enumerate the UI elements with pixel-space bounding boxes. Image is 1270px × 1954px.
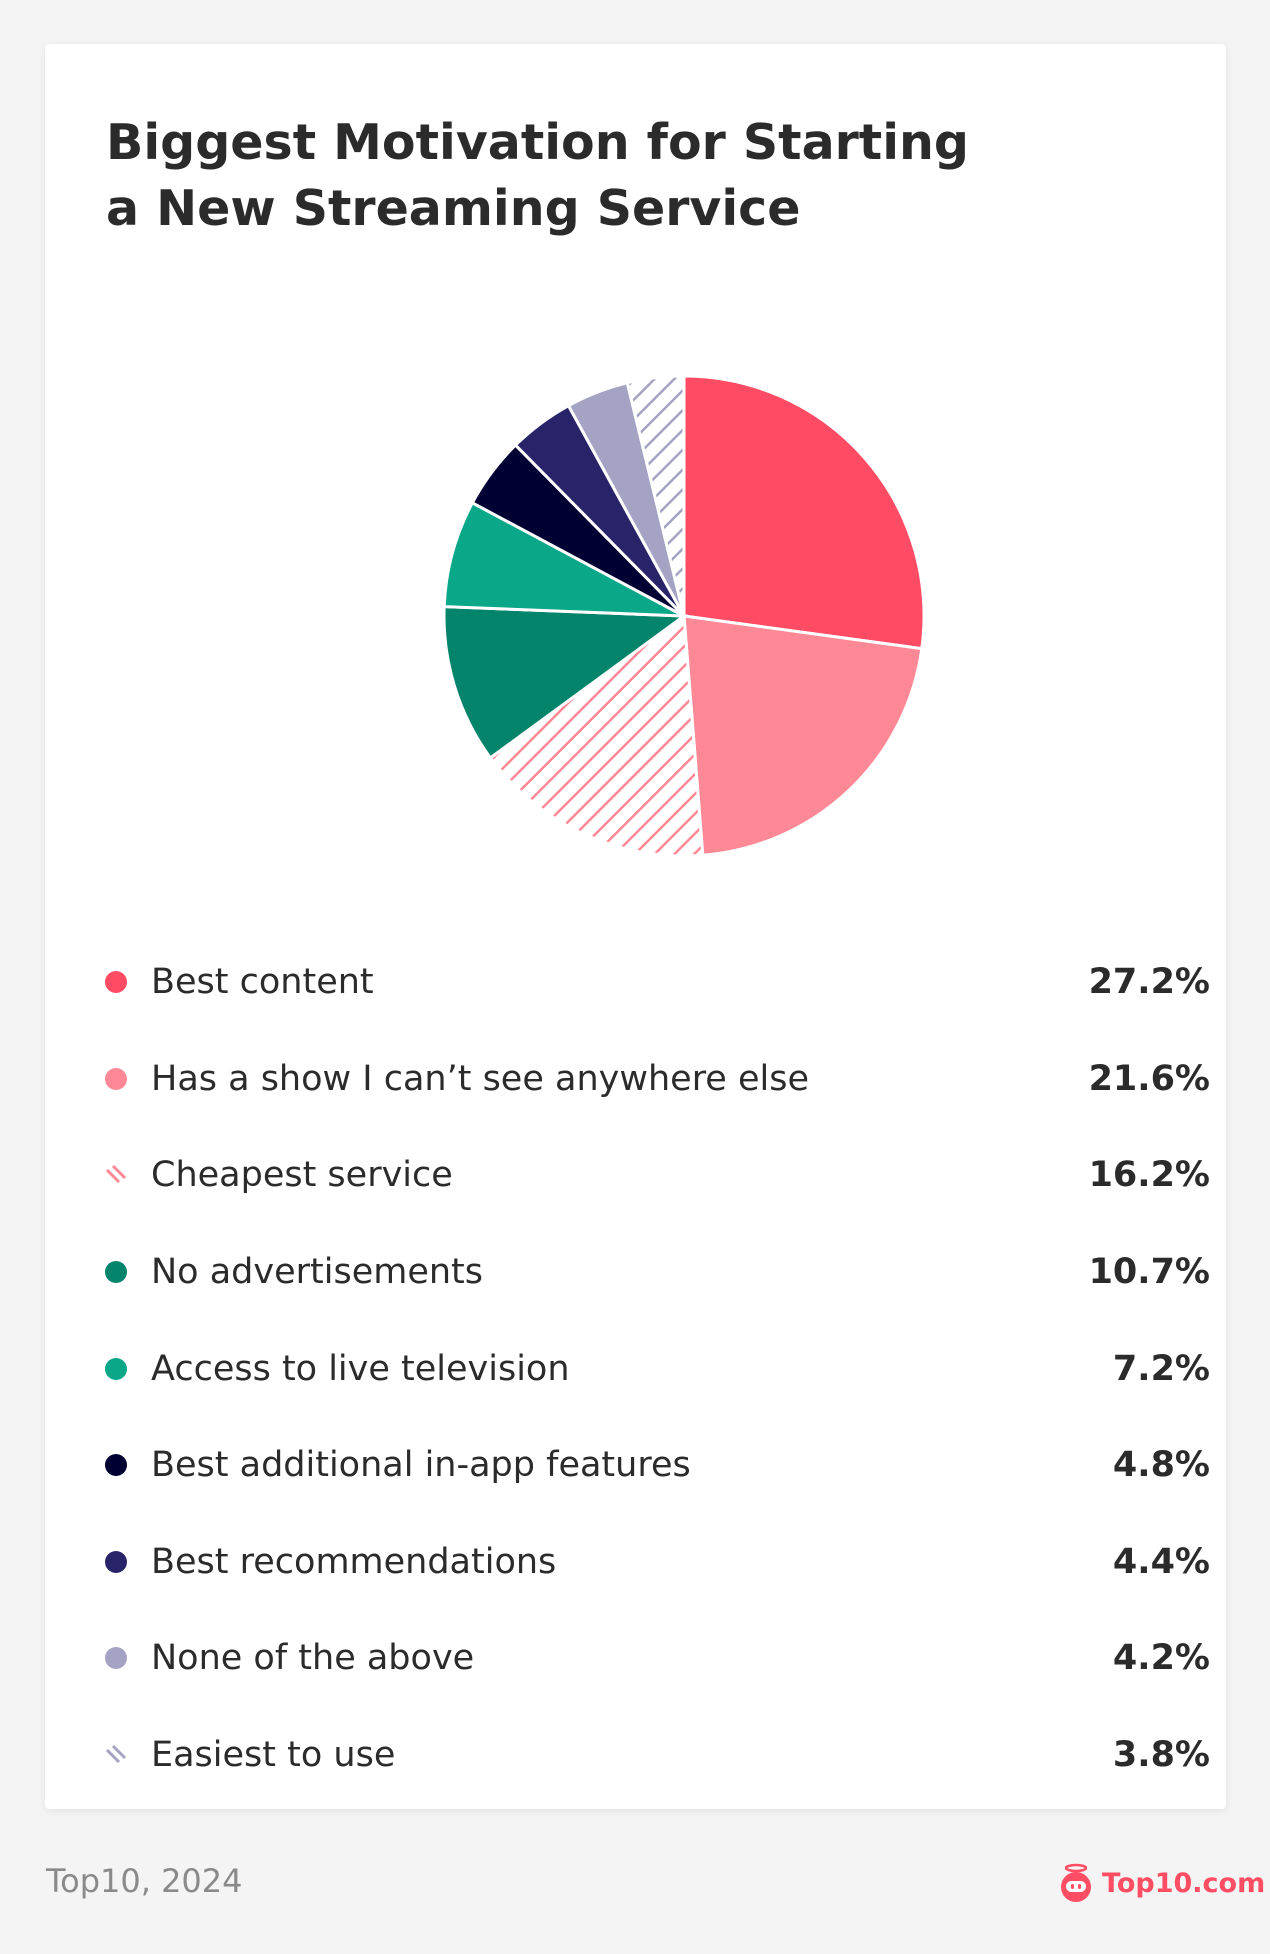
legend-item: None of the above 4.2% (105, 1610, 1210, 1707)
legend-item: Easiest to use 3.8% (105, 1707, 1210, 1804)
legend-value: 21.6% (1088, 1058, 1210, 1099)
color-dot-icon (105, 1357, 127, 1380)
chart-title: Biggest Motivation for Starting a New St… (106, 114, 969, 237)
legend: Best content 27.2% Has a show I can’t see … (105, 934, 1210, 1803)
legend-value: 4.4% (1112, 1541, 1210, 1582)
color-dot-icon (105, 1067, 127, 1090)
hatch-swatch-icon (105, 1165, 127, 1184)
pie-slice-0 (682, 374, 926, 651)
pie-chart (442, 374, 926, 858)
color-dot-icon (105, 1550, 127, 1573)
source-note: Top10, 2024 (46, 1862, 243, 1900)
legend-label: No advertisements (151, 1252, 484, 1293)
top10-logo[interactable]: Top10.com (1058, 1863, 1265, 1903)
legend-value: 27.2% (1088, 962, 1210, 1003)
color-dot-icon (105, 1647, 127, 1670)
color-dot-icon (105, 971, 127, 994)
legend-item: Best recommendations 4.4% (105, 1514, 1210, 1611)
pie-slice-2 (488, 613, 705, 858)
pie-slice-1 (682, 614, 924, 857)
legend-item: Access to live television 7.2% (105, 1320, 1210, 1417)
pie-slice-4 (442, 500, 685, 618)
legend-label: Best recommendations (151, 1541, 557, 1582)
legend-label: Access to live television (151, 1348, 570, 1389)
legend-label: None of the above (151, 1638, 475, 1679)
legend-item: Has a show I can’t see anywhere else 21.6… (105, 1031, 1210, 1128)
hatch-swatch-icon (105, 1744, 127, 1764)
robot-logo-icon (1061, 1863, 1091, 1902)
legend-label: Easiest to use (151, 1735, 396, 1776)
legend-value: 4.8% (1112, 1445, 1210, 1486)
pie-slice-8 (625, 374, 686, 617)
legend-label: Best content (151, 962, 374, 1003)
legend-item: Best additional in-app features 4.8% (105, 1417, 1210, 1514)
pie-slice-3 (442, 605, 689, 760)
legend-label: Cheapest service (151, 1155, 453, 1196)
legend-label: Has a show I can’t see anywhere else (151, 1058, 809, 1099)
legend-value: 7.2% (1112, 1348, 1210, 1389)
legend-item: Best content 27.2% (105, 934, 1210, 1031)
legend-value: 16.2% (1088, 1155, 1210, 1196)
chart-card: Biggest Motivation for Starting a New St… (45, 44, 1226, 1809)
legend-item: No advertisements 10.7% (105, 1224, 1210, 1321)
color-dot-icon (105, 1454, 127, 1477)
legend-value: 10.7% (1088, 1252, 1210, 1293)
legend-label: Best additional in-app features (151, 1445, 691, 1486)
legend-value: 4.2% (1112, 1638, 1210, 1679)
logo-text: Top10.com (1102, 1867, 1266, 1899)
color-dot-icon (105, 1261, 127, 1284)
legend-value: 3.8% (1112, 1735, 1210, 1776)
legend-item: Cheapest service 16.2% (105, 1127, 1210, 1224)
